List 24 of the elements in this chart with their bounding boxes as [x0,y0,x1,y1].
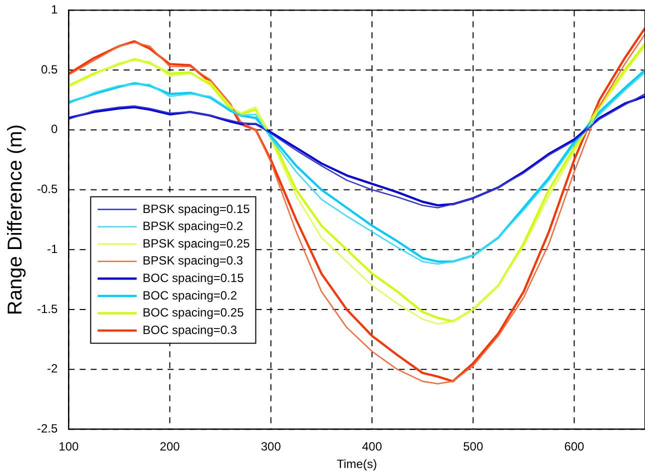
y-tick-label: -2.5 [36,422,58,436]
legend-label: BPSK spacing=0.2 [142,219,244,234]
legend-label: BPSK spacing=0.25 [142,236,250,250]
legend-label: BPSK spacing=0.15 [142,202,250,216]
y-tick-label: -2 [47,362,58,376]
y-tick-label: -1 [47,242,58,256]
x-axis-title: Time(s) [336,457,377,472]
legend-label: BOC spacing=0.25 [142,306,244,320]
x-tick-label: 500 [463,440,484,454]
x-tick-label: 400 [362,440,382,454]
legend-label: BOC spacing=0.2 [142,288,238,302]
y-tick-label: -0.5 [36,182,58,196]
y-tick-label: 0 [50,122,58,136]
y-tick-label: -1.5 [36,302,58,316]
x-tick-label: 200 [160,440,180,454]
legend-label: BOC spacing=0.15 [142,270,244,285]
x-tick-label: 100 [58,440,80,454]
y-tick-label: 1 [50,2,58,17]
y-tick-label: 0.5 [40,62,58,76]
x-tick-label: 300 [260,440,282,454]
x-tick-label: 600 [564,440,585,454]
legend-label: BPSK spacing=0.3 [142,254,244,268]
legend-label: BOC spacing=0.3 [142,322,238,337]
y-axis-title: Range Difference (m) [4,124,27,316]
